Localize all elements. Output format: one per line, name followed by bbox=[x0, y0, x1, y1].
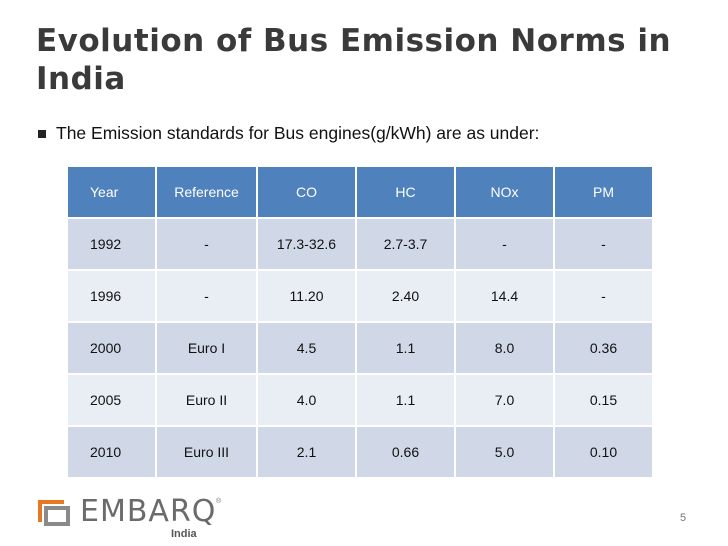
header-nox: NOx bbox=[454, 165, 555, 219]
cell-hc: 2.7-3.7 bbox=[355, 217, 456, 271]
cell-reference: Euro III bbox=[155, 425, 258, 479]
cell-co: 4.0 bbox=[256, 373, 357, 427]
cell-nox: - bbox=[454, 217, 555, 271]
cell-year: 2010 bbox=[66, 425, 157, 479]
bullet-text: The Emission standards for Bus engines(g… bbox=[56, 123, 540, 143]
bullet-square-icon bbox=[38, 129, 46, 138]
cell-year: 1992 bbox=[66, 217, 157, 271]
cell-nox: 8.0 bbox=[454, 321, 555, 375]
emission-norms-table: Year Reference CO HC NOx PM 1992 - 17.3-… bbox=[66, 165, 654, 479]
header-co: CO bbox=[256, 165, 357, 219]
cell-year: 2000 bbox=[66, 321, 157, 375]
cell-reference: Euro I bbox=[155, 321, 258, 375]
cell-reference: - bbox=[155, 269, 258, 323]
cell-year: 2005 bbox=[66, 373, 157, 427]
header-year: Year bbox=[66, 165, 157, 219]
slide-title: Evolution of Bus Emission Norms in India bbox=[36, 23, 672, 97]
cell-year: 1996 bbox=[66, 269, 157, 323]
table-row: 1992 - 17.3-32.6 2.7-3.7 - - bbox=[66, 217, 654, 271]
cell-nox: 7.0 bbox=[454, 373, 555, 427]
table-row: 1996 - 11.20 2.40 14.4 - bbox=[66, 269, 654, 323]
cell-pm: 0.10 bbox=[553, 425, 654, 479]
cell-co: 17.3-32.6 bbox=[256, 217, 357, 271]
cell-pm: - bbox=[553, 269, 654, 323]
cell-reference: - bbox=[155, 217, 258, 271]
page-number: 5 bbox=[680, 512, 687, 524]
logo-subtitle: India bbox=[171, 528, 197, 540]
cell-pm: 0.15 bbox=[553, 373, 654, 427]
cell-co: 11.20 bbox=[256, 269, 357, 323]
cell-pm: 0.36 bbox=[553, 321, 654, 375]
table-header-row: Year Reference CO HC NOx PM bbox=[66, 165, 654, 219]
bullet-point: The Emission standards for Bus engines(g… bbox=[38, 123, 539, 144]
header-reference: Reference bbox=[155, 165, 258, 219]
cell-reference: Euro II bbox=[155, 373, 258, 427]
logo-wordmark: EMBARQ bbox=[80, 494, 217, 529]
table-row: 2010 Euro III 2.1 0.66 5.0 0.10 bbox=[66, 425, 654, 479]
embarq-logo-icon bbox=[38, 500, 70, 526]
cell-co: 2.1 bbox=[256, 425, 357, 479]
cell-hc: 1.1 bbox=[355, 321, 456, 375]
table-row: 2005 Euro II 4.0 1.1 7.0 0.15 bbox=[66, 373, 654, 427]
cell-pm: - bbox=[553, 217, 654, 271]
cell-co: 4.5 bbox=[256, 321, 357, 375]
table-row: 2000 Euro I 4.5 1.1 8.0 0.36 bbox=[66, 321, 654, 375]
cell-hc: 1.1 bbox=[355, 373, 456, 427]
cell-hc: 2.40 bbox=[355, 269, 456, 323]
header-pm: PM bbox=[553, 165, 654, 219]
logo-registered-mark: ® bbox=[216, 498, 222, 505]
cell-hc: 0.66 bbox=[355, 425, 456, 479]
header-hc: HC bbox=[355, 165, 456, 219]
cell-nox: 5.0 bbox=[454, 425, 555, 479]
cell-nox: 14.4 bbox=[454, 269, 555, 323]
